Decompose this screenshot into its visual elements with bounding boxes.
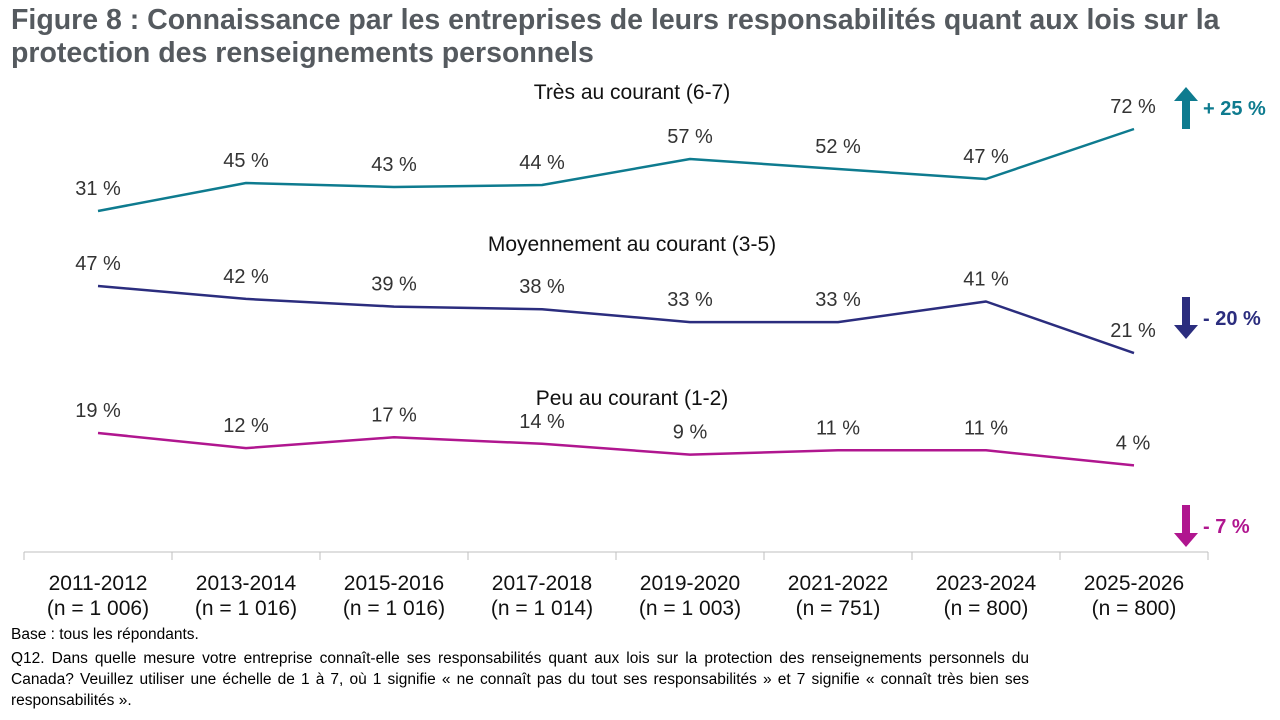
footnote-question: Q12. Dans quelle mesure votre entreprise… [11, 650, 1029, 709]
chart-title: Figure 8 : Connaissance par les entrepri… [11, 4, 1220, 69]
x-tick-label: 2019-2020 [640, 572, 740, 595]
data-label: 38 % [519, 276, 565, 298]
change-label-peu: - 7 % [1203, 516, 1250, 538]
x-tick-label: 2021-2022 [788, 572, 888, 595]
series-layer: Très au courant (6-7) 31 % 45 % 43 % 44 % 57 … [75, 81, 1266, 547]
x-tick-label: 2023-2024 [936, 572, 1037, 595]
series-tres: Très au courant (6-7) 31 % 45 % 43 % 44 % 57 … [75, 81, 1266, 213]
change-label-moyen: - 20 % [1203, 308, 1261, 330]
x-tick-label: (n = 751) [796, 597, 881, 620]
data-label: 33 % [667, 289, 713, 311]
x-axis: 2011-2012(n = 1 006)2013-2014(n = 1 016)… [23, 551, 1209, 620]
x-tick-label: 2011-2012 [49, 572, 148, 595]
x-tick-label: 2017-2018 [492, 572, 592, 595]
data-label: 43 % [371, 154, 417, 176]
x-tick-label: (n = 1 003) [639, 597, 741, 620]
series-moyen: Moyennement au courant (3-5) 47 % 42 % 39 %… [75, 233, 1261, 355]
data-label: 47 % [75, 253, 121, 275]
series-line-peu [97, 431, 1135, 467]
data-label: 11 % [964, 417, 1008, 439]
x-tick-label: (n = 1 006) [47, 597, 149, 620]
footnote-base: Base : tous les répondants. [11, 626, 199, 643]
data-label: 17 % [371, 404, 417, 426]
data-label: 42 % [223, 266, 269, 288]
data-label: 57 % [667, 126, 713, 148]
series-peu: Peu au courant (1-2) 19 % 12 % 17 % 14 % 9 % 1… [75, 387, 1250, 547]
data-label: 72 % [1110, 96, 1156, 118]
x-tick-label: 2025-2026 [1084, 572, 1184, 595]
arrow-up-icon [1174, 87, 1198, 129]
data-label: 47 % [963, 146, 1009, 168]
arrow-down-icon [1174, 297, 1198, 339]
data-label: 9 % [673, 422, 708, 444]
x-tick-label: 2013-2014 [196, 572, 297, 595]
series-line-tres [97, 127, 1135, 213]
data-label: 4 % [1116, 432, 1151, 454]
series-line-moyen [97, 284, 1135, 355]
data-label: 39 % [371, 274, 417, 296]
x-tick-label: (n = 1 016) [195, 597, 297, 620]
x-tick-label: (n = 1 016) [343, 597, 445, 620]
x-tick-label: 2015-2016 [344, 572, 444, 595]
arrow-down-icon [1174, 505, 1198, 547]
series-name-tres: Très au courant (6-7) [534, 81, 730, 104]
x-tick-label: (n = 800) [1092, 597, 1177, 620]
x-tick-label: (n = 1 014) [491, 597, 593, 620]
data-label: 21 % [1110, 320, 1156, 342]
data-label: 45 % [223, 150, 269, 172]
series-name-peu: Peu au courant (1-2) [536, 387, 729, 410]
data-label: 44 % [519, 152, 565, 174]
series-name-moyen: Moyennement au courant (3-5) [488, 233, 776, 256]
data-label: 19 % [75, 400, 121, 422]
data-label: 14 % [519, 411, 565, 433]
data-label: 33 % [815, 289, 861, 311]
x-tick-label: (n = 800) [944, 597, 1029, 620]
data-label: 12 % [223, 415, 269, 437]
data-label: 52 % [815, 136, 861, 158]
data-label: 31 % [75, 178, 121, 200]
data-label: 11 % [816, 417, 860, 439]
data-label: 41 % [963, 268, 1009, 290]
change-label-tres: + 25 % [1203, 98, 1266, 120]
